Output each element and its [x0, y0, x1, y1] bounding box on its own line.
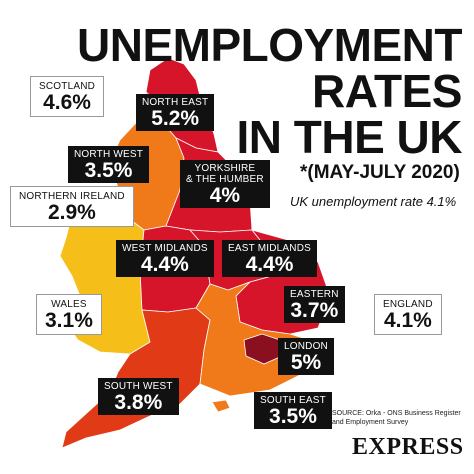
label-south-east-value: 3.5% [269, 405, 317, 428]
title-line-3: IN THE UK [236, 111, 463, 163]
label-london-name: LONDON [284, 341, 328, 352]
label-north-east-name: NORTH EAST [142, 97, 209, 108]
label-scotland: SCOTLAND 4.6% [30, 76, 105, 117]
label-north-west-value: 3.5% [84, 159, 133, 182]
label-west-midlands-value: 4.4% [140, 253, 189, 276]
label-east-midlands: EAST MIDLANDS 4.4% [222, 240, 317, 277]
isle-of-wight-shape [211, 399, 231, 413]
label-east-midlands-name: EAST MIDLANDS [228, 243, 311, 254]
source-note: SOURCE: Orka - ONS Business Register and… [332, 410, 461, 426]
brand-logo: EXPRESS [352, 434, 464, 460]
label-london-value: 5% [290, 351, 322, 374]
label-wales: WALES 3.1% [36, 294, 102, 335]
label-london: LONDON 5% [278, 338, 334, 375]
label-east-midlands-value: 4.4% [245, 253, 294, 276]
title-line-2: RATES [312, 65, 463, 117]
label-eastern: EASTERN 3.7% [284, 286, 345, 323]
label-eastern-name: EASTERN [290, 289, 339, 300]
label-north-east-value: 5.2% [151, 107, 200, 130]
label-yorkshire-name-1: YORKSHIRE [194, 163, 256, 174]
period-label: *(MAY-JULY 2020) [300, 162, 460, 183]
label-northern-ireland-name: NORTHERN IRELAND [19, 191, 125, 202]
label-south-west: SOUTH WEST 3.8% [98, 378, 179, 415]
label-eastern-value: 3.7% [290, 299, 339, 322]
label-england-value: 4.1% [383, 309, 432, 332]
title-line-1: UNEMPLOYMENT [77, 19, 463, 71]
label-scotland-value: 4.6% [43, 91, 91, 114]
label-south-west-name: SOUTH WEST [104, 381, 173, 392]
label-northern-ireland: NORTHERN IRELAND 2.9% [10, 186, 134, 227]
label-england-name: ENGLAND [383, 299, 433, 310]
label-wales-value: 3.1% [45, 309, 93, 332]
label-west-midlands-name: WEST MIDLANDS [122, 243, 208, 254]
label-south-east-name: SOUTH EAST [260, 395, 326, 406]
label-south-east: SOUTH EAST 3.5% [254, 392, 332, 429]
label-yorkshire-value: 4% [209, 184, 241, 207]
label-scotland-name: SCOTLAND [39, 81, 96, 92]
label-wales-name: WALES [51, 299, 87, 310]
label-north-west-name: NORTH WEST [74, 149, 144, 160]
label-yorkshire-name-2: & THE HUMBER [186, 174, 264, 185]
label-northern-ireland-value: 2.9% [47, 201, 96, 224]
label-north-east: NORTH EAST 5.2% [136, 94, 215, 131]
label-west-midlands: WEST MIDLANDS 4.4% [116, 240, 214, 277]
label-yorkshire: YORKSHIRE & THE HUMBER 4% [180, 160, 270, 208]
label-england: ENGLAND 4.1% [374, 294, 442, 335]
label-south-west-value: 3.8% [114, 391, 163, 414]
uk-rate-note: UK unemployment rate 4.1% [290, 194, 457, 209]
label-north-west: NORTH WEST 3.5% [68, 146, 150, 183]
